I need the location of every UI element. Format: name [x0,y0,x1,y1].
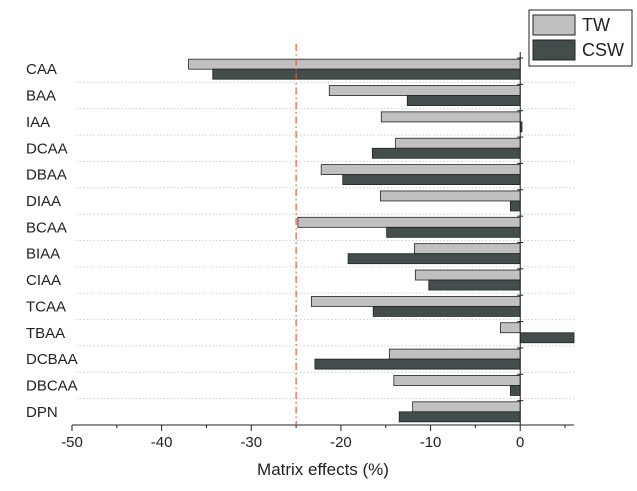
legend: TW CSW [528,9,633,67]
category-label: IAA [26,114,50,131]
x-tick-label: -50 [61,434,83,451]
bar-csw-dbaa [342,174,521,186]
category-separators [76,81,574,400]
bar-tw-tbaa [500,322,521,334]
bar-csw-ciaa [428,279,521,291]
bar-csw-tbaa [519,332,575,344]
legend-label-csw: CSW [582,40,624,60]
bar-csw-dbcaa [509,385,521,396]
bar-tw-tcaa [310,295,521,307]
bar-tw-dbcaa [393,375,521,386]
category-label: DCAA [26,140,68,157]
category-label: DBAA [26,167,67,184]
legend-label-tw: TW [582,15,610,35]
bar-csw-diaa [509,200,521,212]
bar-tw-iaa [380,111,521,123]
bar-tw-caa [188,58,521,70]
bar-tw-dcaa [395,137,521,149]
bar-csw-tcaa [372,305,521,317]
bar-csw-baa [406,95,521,106]
bar-tw-dpn [412,401,521,413]
x-tick-label: -10 [420,434,442,451]
category-label: BAA [26,88,56,105]
x-tick-labels: -50 -40 -30 -20 -10 0 [61,434,524,451]
category-label: TCAA [26,298,66,315]
x-tick-label: -30 [240,434,262,451]
x-tick-label: -20 [330,434,352,451]
right-axis-ticks [517,52,524,425]
bar-tw-dcbaa [388,348,521,360]
x-axis-title: Matrix effects (%) [257,460,389,479]
x-tick-label: -40 [151,434,173,451]
x-axis [71,424,574,431]
category-label: CIAA [26,272,61,289]
category-label: CAA [26,61,57,78]
bar-tw-diaa [379,190,521,202]
legend-swatch-csw [532,39,576,61]
category-label: DIAA [26,193,61,210]
bar-tw-ciaa [414,269,521,281]
bar-tw-biaa [414,243,521,255]
legend-swatch-tw [532,14,576,36]
bar-csw-caa [212,68,521,80]
bar-csw-dcbaa [314,358,521,370]
category-label: BCAA [26,219,67,236]
bar-tw-baa [328,85,521,96]
bar-csw-biaa [347,253,521,265]
bar-csw-dpn [398,411,521,423]
category-labels: CAA BAA IAA DCAA DBAA DIAA BCAA BIAA CIAA TCAA TBA… [26,61,78,421]
bar-csw-dcaa [371,147,521,159]
bars [188,58,575,423]
bar-csw-bcaa [386,226,521,238]
bar-tw-bcaa [297,216,521,228]
x-tick-label: 0 [516,434,524,451]
category-label: DPN [26,404,58,421]
category-label: DCBAA [26,351,78,368]
bar-tw-dbaa [320,164,521,176]
category-label: TBAA [26,325,65,342]
category-label: DBCAA [26,377,78,394]
category-label: BIAA [26,246,60,263]
